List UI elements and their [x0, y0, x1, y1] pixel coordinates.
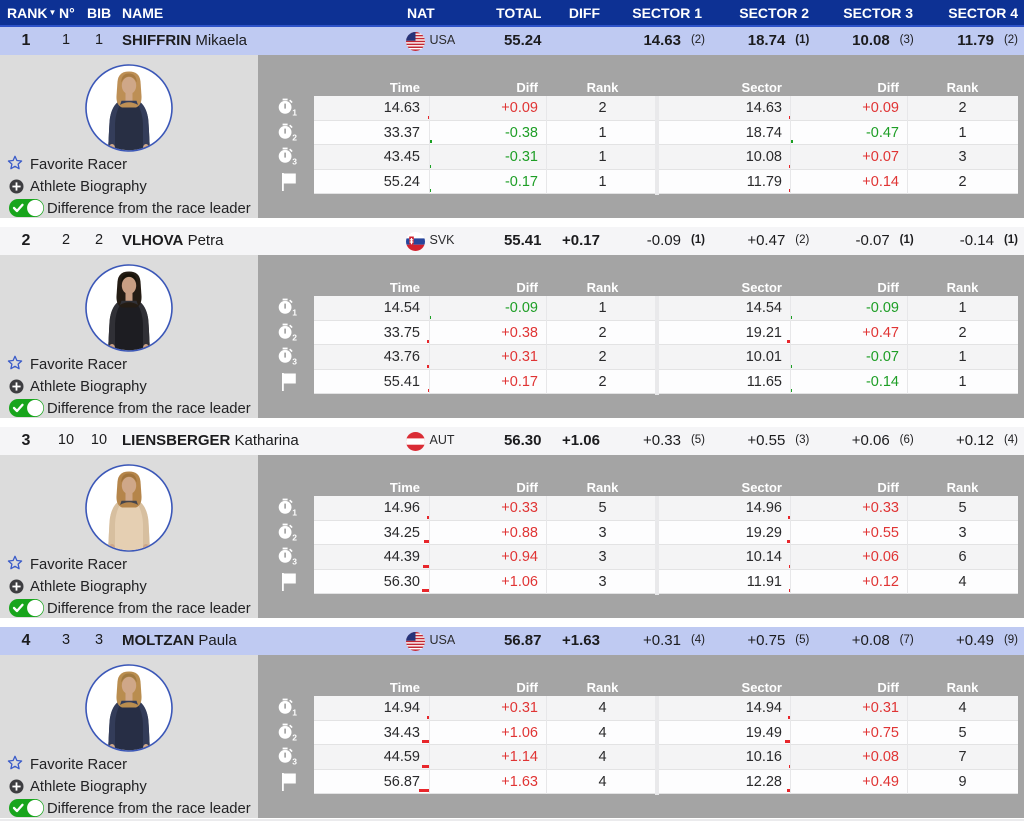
- svg-text:2: 2: [292, 732, 297, 742]
- svg-text:3: 3: [292, 357, 297, 367]
- svg-text:3: 3: [292, 557, 297, 567]
- svg-text:1: 1: [292, 308, 297, 318]
- svg-text:1: 1: [292, 108, 297, 118]
- svg-text:2: 2: [292, 132, 297, 142]
- svg-text:2: 2: [292, 332, 297, 342]
- svg-text:2: 2: [292, 532, 297, 542]
- svg-text:3: 3: [292, 757, 297, 767]
- svg-text:1: 1: [292, 508, 297, 518]
- svg-text:3: 3: [292, 157, 297, 167]
- svg-text:1: 1: [292, 708, 297, 718]
